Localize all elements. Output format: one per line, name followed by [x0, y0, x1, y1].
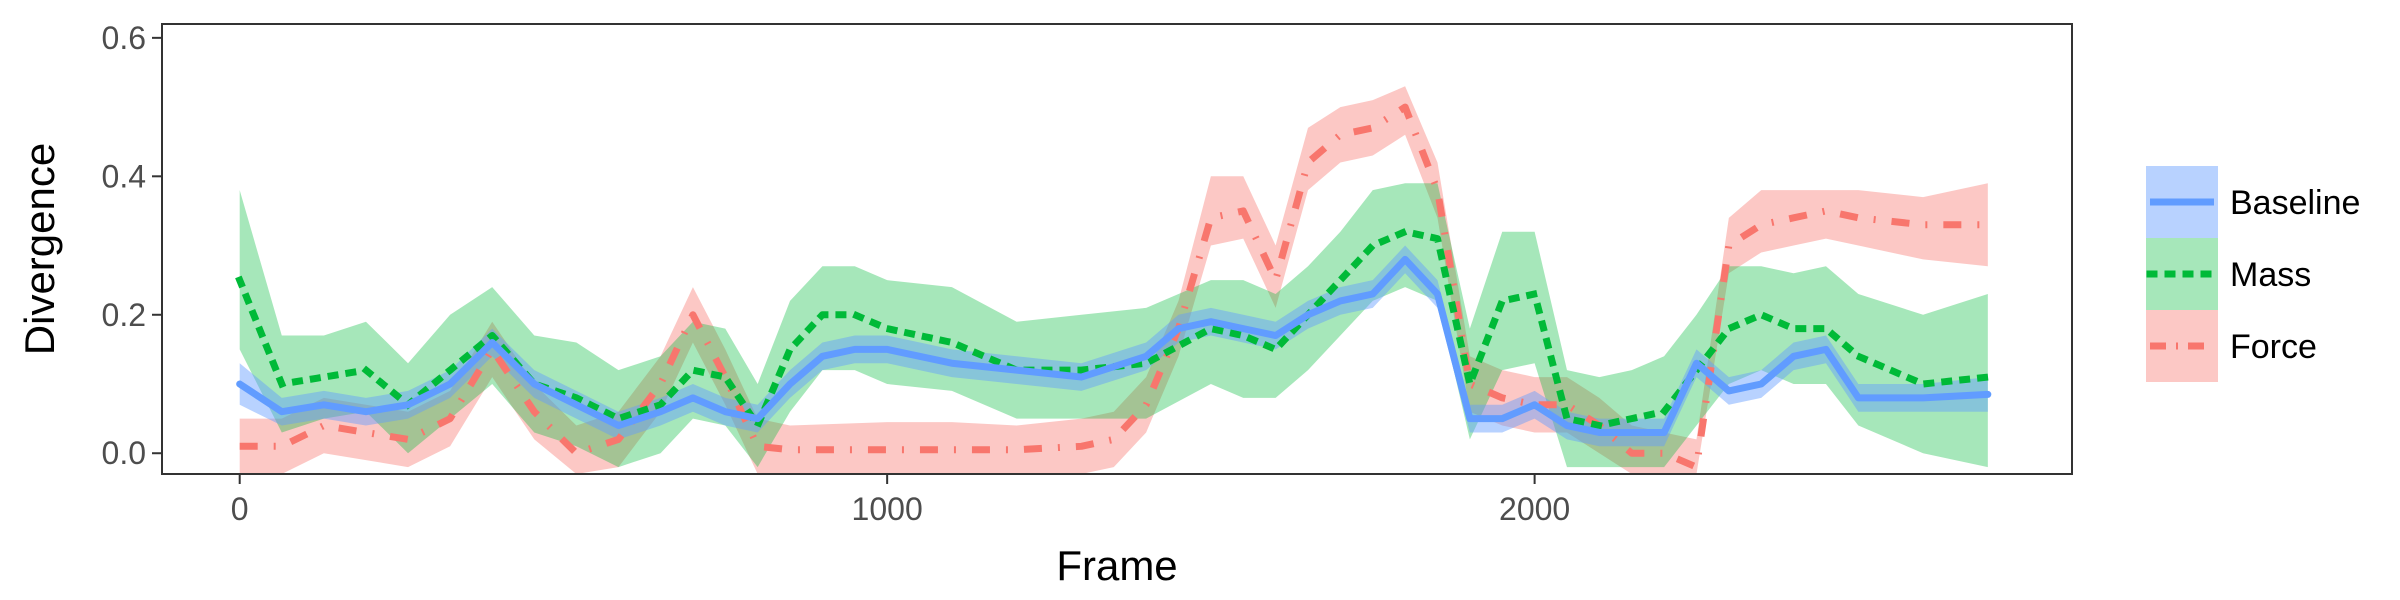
confidence-band-mass: [239, 183, 1988, 468]
x-axis-title: Frame: [1056, 542, 1177, 589]
legend-label: Mass: [2230, 256, 2311, 294]
y-tick-label: 0.4: [102, 158, 146, 194]
x-tick-label: 2000: [1499, 491, 1570, 527]
y-tick-label: 0.2: [102, 297, 146, 333]
confidence-band-force: [239, 86, 1988, 474]
plot-area: [162, 24, 2072, 474]
series-line-baseline: [236, 255, 1992, 436]
series-line-force: [239, 103, 1988, 471]
legend-item-mass: Mass: [2146, 238, 2311, 310]
y-tick-label: 0.0: [102, 435, 146, 471]
y-axis-title: Divergence: [16, 143, 63, 355]
legend: Baseline Mass Force: [2146, 166, 2360, 382]
panel-background: [162, 24, 2072, 474]
legend-label: Force: [2230, 328, 2317, 366]
legend-item-baseline: Baseline: [2146, 166, 2360, 238]
y-tick-label: 0.6: [102, 20, 146, 56]
x-tick-label: 1000: [852, 491, 923, 527]
x-tick-label: 0: [231, 491, 249, 527]
axes: 0.0 0.2 0.4 0.6 0 1000 2000 Frame Divergence: [16, 20, 2073, 589]
legend-label: Baseline: [2230, 184, 2360, 222]
legend-item-force: Force: [2146, 310, 2317, 382]
confidence-band-baseline: [239, 245, 1988, 447]
panel-border: [161, 23, 2073, 475]
